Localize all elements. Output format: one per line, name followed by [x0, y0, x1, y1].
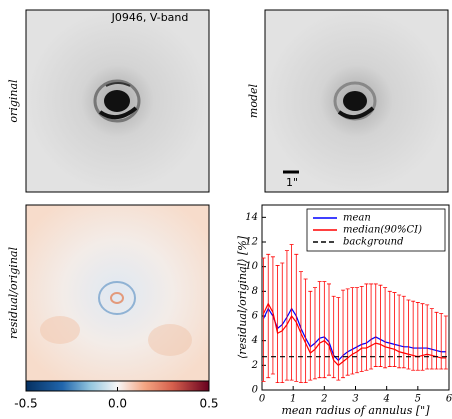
error-bar: [275, 265, 280, 383]
x-tick-label: 2: [320, 394, 327, 405]
error-bar: [420, 303, 425, 371]
y-tick-label: 4: [251, 335, 258, 346]
error-bar: [308, 290, 313, 381]
colorbar-tick-label: -0.5: [14, 397, 37, 411]
error-bar: [383, 287, 388, 369]
error-bar: [280, 262, 285, 383]
error-bar: [406, 299, 411, 370]
x-tick-label: 1: [290, 394, 296, 405]
error-bar: [425, 304, 430, 370]
series-line: [263, 307, 446, 362]
error-bar: [327, 283, 332, 376]
error-bar: [331, 295, 336, 379]
x-tick-label: 3: [352, 394, 358, 405]
series-line: [263, 302, 446, 367]
legend-label: background: [343, 237, 404, 248]
legend-label: mean: [343, 213, 371, 224]
error-bar: [392, 292, 397, 367]
y-axis-label: ⟨residual/original⟩ [%]: [236, 235, 249, 359]
error-bar: [341, 289, 346, 379]
error-bar: [261, 257, 266, 382]
panel-label: original: [7, 79, 20, 123]
colorbar-tick-label: 0.0: [108, 397, 127, 411]
panel-label: residual/original: [7, 247, 20, 339]
legend-box: [306, 208, 446, 252]
error-bar: [284, 250, 289, 381]
x-tick-label: 5: [415, 394, 421, 405]
x-axis-label: mean radius of annulus ["]: [281, 404, 430, 417]
y-tick-label: 14: [245, 212, 258, 223]
colorbar-tick-label: 0.5: [199, 397, 218, 411]
error-bar: [350, 287, 355, 375]
original-image: [25, 9, 210, 193]
y-tick-label: 8: [252, 286, 258, 297]
y-tick-label: 6: [252, 311, 259, 322]
error-bar: [312, 287, 317, 380]
y-tick-label: 0: [252, 385, 259, 396]
error-bar: [397, 294, 402, 369]
error-bar: [266, 253, 271, 379]
error-bar: [294, 253, 299, 382]
error-bar: [289, 244, 294, 381]
error-bar: [411, 300, 416, 371]
error-bar: [336, 297, 341, 381]
y-tick-label: 10: [245, 261, 258, 272]
error-bar: [378, 284, 383, 367]
error-bar: [401, 295, 406, 369]
x-tick-label: 0: [259, 394, 266, 405]
error-bar: [303, 278, 308, 383]
error-bar: [429, 308, 434, 370]
error-bar: [270, 256, 275, 375]
error-bar: [387, 290, 392, 367]
error-bar: [434, 311, 439, 370]
x-tick-label: 6: [446, 394, 452, 405]
error-bar: [317, 281, 322, 379]
error-bar: [373, 283, 378, 367]
y-tick-label: 12: [245, 237, 258, 248]
residual-image: [25, 204, 210, 382]
error-bar: [439, 313, 444, 370]
error-bar: [345, 288, 350, 376]
error-bar: [415, 302, 420, 371]
error-bar: [322, 281, 327, 379]
error-bar: [298, 271, 303, 383]
y-tick-label: 2: [251, 360, 258, 371]
error-bar: [355, 287, 360, 374]
legend-label: median(90%CI): [343, 225, 422, 236]
error-bar: [364, 283, 369, 371]
error-bar: [369, 283, 374, 370]
model-image: [264, 9, 449, 193]
panel-label: model: [247, 83, 260, 118]
error-bar: [359, 286, 364, 372]
scale-bar-label: 1": [286, 176, 298, 189]
error-bar: [443, 315, 448, 370]
x-tick-label: 4: [382, 394, 389, 405]
annotation: J0946, V-band: [111, 11, 189, 24]
